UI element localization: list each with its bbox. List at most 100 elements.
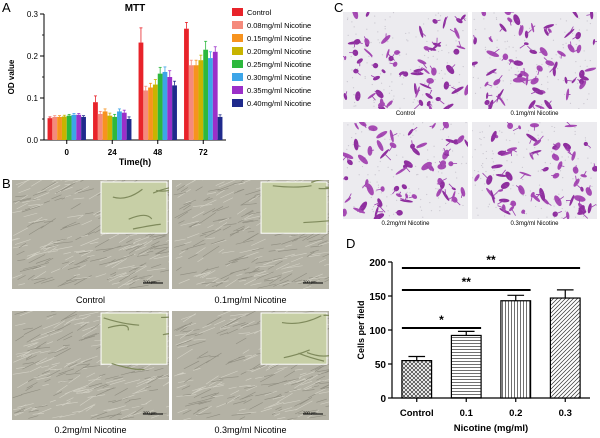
transwell-image-control bbox=[343, 12, 468, 109]
x-tick-label: 0.2 bbox=[509, 408, 522, 419]
x-tick-label: 72 bbox=[199, 148, 208, 157]
y-tick-label: 50 bbox=[375, 360, 387, 371]
scale-bar-label: 200 μm bbox=[143, 410, 157, 415]
legend-swatch bbox=[232, 8, 243, 16]
significance-marker: ** bbox=[462, 275, 472, 289]
bar bbox=[102, 111, 108, 140]
x-tick-label: 48 bbox=[153, 148, 162, 157]
phase-contrast-image bbox=[12, 311, 169, 420]
phase-contrast-image bbox=[172, 311, 329, 420]
mtt-chart: MTT 0.0 0.1 0.2 0.3 OD value 0 24 48 72 Time(h) Con… bbox=[7, 3, 311, 167]
bar bbox=[217, 116, 223, 140]
stained-cells-image bbox=[472, 122, 597, 219]
x-axis-label: Time(h) bbox=[119, 157, 151, 167]
caption-b-0.2: 0.2mg/ml Nicotine bbox=[54, 425, 127, 435]
bar bbox=[172, 85, 177, 140]
scale-bar-label: 200 μm bbox=[303, 279, 317, 284]
bar bbox=[500, 300, 532, 399]
bar bbox=[107, 115, 113, 140]
phase-contrast-image bbox=[172, 180, 329, 289]
bar bbox=[401, 360, 433, 399]
y-tick-label: 0.1 bbox=[27, 94, 39, 103]
legend-swatch bbox=[232, 60, 243, 68]
y-tick-label: 150 bbox=[369, 292, 386, 303]
bar bbox=[117, 111, 122, 140]
stained-cells-image bbox=[343, 122, 468, 219]
significance-marker: * bbox=[439, 313, 444, 327]
scale-bar-label: 200 μm bbox=[143, 279, 157, 284]
significance-marker: ** bbox=[486, 253, 496, 267]
legend-swatch bbox=[232, 21, 243, 29]
phase-image-0.3 bbox=[172, 311, 329, 420]
phase-image-control bbox=[12, 180, 169, 289]
legend-label: 0.30mg/ml Nicotine bbox=[247, 73, 311, 82]
x-tick-label: 0 bbox=[65, 148, 70, 157]
caption-c-0.2: 0.2mg/ml Nicotine bbox=[381, 221, 430, 227]
caption-b-0.1: 0.1mg/ml Nicotine bbox=[214, 295, 287, 305]
bar bbox=[93, 102, 98, 140]
caption-b-control: Control bbox=[75, 295, 105, 305]
legend-swatch bbox=[232, 86, 243, 94]
y-tick-label: 100 bbox=[369, 326, 386, 337]
bar bbox=[138, 42, 144, 141]
y-tick-label: 200 bbox=[369, 258, 386, 269]
bar bbox=[188, 65, 194, 140]
y-axis-label: Cells per field bbox=[356, 300, 366, 359]
bar bbox=[203, 49, 209, 141]
bar bbox=[121, 112, 127, 140]
scale-bar-label: 200 μm bbox=[303, 410, 317, 415]
bar bbox=[167, 77, 173, 140]
x-tick-label: 0.1 bbox=[460, 408, 474, 419]
phase-contrast-image bbox=[12, 180, 169, 289]
x-tick-label: 24 bbox=[108, 148, 117, 157]
phase-image-0.2 bbox=[12, 311, 169, 420]
legend-label: 0.35mg/ml Nicotine bbox=[247, 86, 311, 95]
y-tick-label: 0 bbox=[380, 394, 386, 405]
bar bbox=[549, 297, 581, 399]
bar bbox=[212, 51, 218, 140]
y-tick-label: 0.0 bbox=[27, 136, 39, 145]
bar bbox=[57, 116, 62, 140]
panel-label-a: A bbox=[2, 0, 11, 15]
caption-c-control: Control bbox=[395, 111, 416, 117]
transwell-image-0.3 bbox=[472, 122, 597, 219]
x-axis-label: Nicotine (mg/ml) bbox=[454, 423, 528, 434]
legend-swatch bbox=[232, 99, 243, 107]
legend-swatch bbox=[232, 34, 243, 42]
phase-image-0.1 bbox=[172, 180, 329, 289]
bar bbox=[81, 116, 86, 140]
bar bbox=[47, 118, 53, 140]
y-axis-label: OD value bbox=[7, 59, 16, 94]
caption-b-0.3: 0.3mg/ml Nicotine bbox=[214, 425, 287, 435]
bar bbox=[112, 116, 118, 140]
legend-swatch bbox=[232, 47, 243, 55]
legend-label: 0.15mg/ml Nicotine bbox=[247, 34, 311, 43]
bar bbox=[71, 114, 77, 140]
bar bbox=[52, 116, 58, 140]
bar bbox=[208, 58, 213, 140]
chart-title: MTT bbox=[125, 3, 146, 14]
bar bbox=[198, 60, 204, 141]
legend-swatch bbox=[232, 73, 243, 81]
bar bbox=[162, 71, 168, 140]
x-tick-label: 0.3 bbox=[559, 408, 572, 419]
legend-label: 0.20mg/ml Nicotine bbox=[247, 47, 311, 56]
bar bbox=[66, 115, 72, 140]
y-tick-label: 0.3 bbox=[27, 10, 39, 19]
bar bbox=[126, 119, 132, 140]
panel-label-b: B bbox=[2, 176, 11, 191]
bar bbox=[148, 87, 153, 140]
legend-label: Control bbox=[247, 8, 272, 17]
bar bbox=[184, 28, 189, 141]
panel-label-c: C bbox=[334, 0, 344, 15]
legend-label: 0.25mg/ml Nicotine bbox=[247, 60, 311, 69]
y-tick-label: 0.2 bbox=[27, 52, 39, 61]
bar bbox=[143, 90, 149, 140]
caption-c-0.3: 0.3mg/ml Nicotine bbox=[510, 221, 559, 227]
transwell-image-0.1 bbox=[472, 12, 597, 109]
transwell-image-0.2 bbox=[343, 122, 468, 219]
bar bbox=[193, 65, 199, 140]
bar bbox=[97, 113, 103, 140]
legend-label: 0.08mg/ml Nicotine bbox=[247, 21, 311, 30]
legend-label: 0.40mg/ml Nicotine bbox=[247, 99, 311, 108]
